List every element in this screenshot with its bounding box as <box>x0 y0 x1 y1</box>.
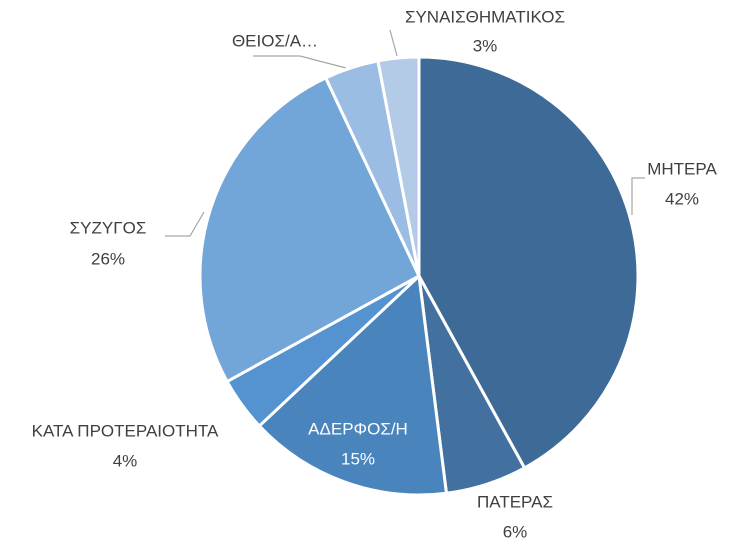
value-label: 6% <box>503 522 528 541</box>
slice-label: ΣΥΖΥΓΟΣ <box>70 218 147 237</box>
pie-slice <box>417 55 640 470</box>
slice-label: ΑΔΕΡΦΟΣ/Η <box>308 419 408 438</box>
value-label: 3% <box>473 36 498 55</box>
leader-line <box>165 211 205 237</box>
slice-label: ΜΗΤΕΡΑ <box>647 159 717 178</box>
leader-line <box>631 177 645 215</box>
leader-lines <box>165 29 645 237</box>
slice-label: ΚΑΤΑ ΠΡΟΤΕΡΑΙΟΤΗΤΑ <box>32 421 219 440</box>
value-label: 15% <box>341 449 375 468</box>
pie-slice <box>257 272 449 497</box>
leader-line <box>389 29 398 57</box>
value-label: 42% <box>665 189 699 208</box>
value-label: 26% <box>91 249 125 268</box>
pie-slice <box>198 75 421 384</box>
value-label: 4% <box>113 451 138 470</box>
leader-line <box>253 55 347 69</box>
pie-slice <box>376 55 421 277</box>
slice-label: ΠΑΤΕΡΑΣ <box>477 492 553 511</box>
slice-label: ΘΕΙΟΣ/Α… <box>232 31 318 50</box>
slice-label: ΣΥΝΑΙΣΘΗΜΑΤΙΚΟΣ <box>405 7 565 26</box>
